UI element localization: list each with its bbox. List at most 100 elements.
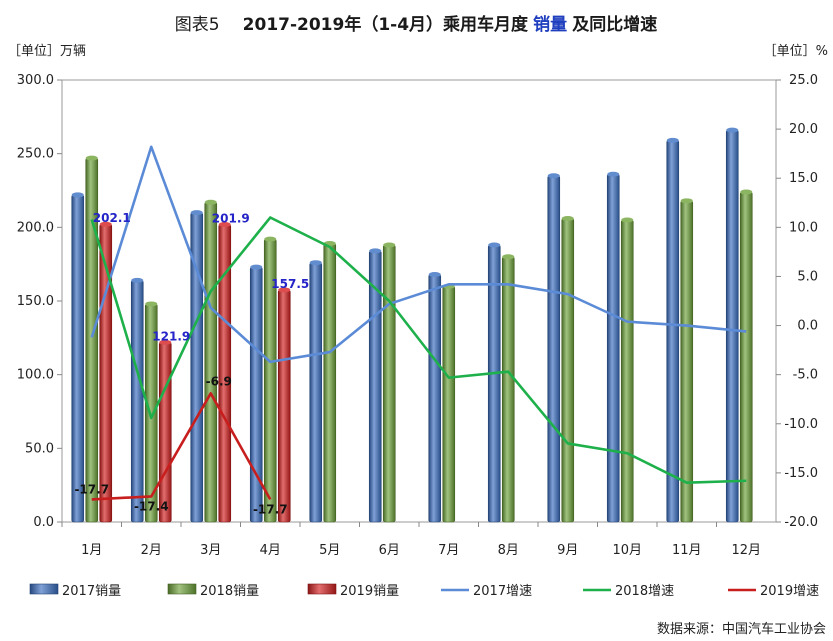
category-label: 5月 <box>319 543 340 558</box>
category-label: 8月 <box>498 543 519 558</box>
left-tick-label: 200.0 <box>17 220 54 235</box>
title-highlight: 销量 <box>533 14 567 35</box>
bar-2017销量 <box>309 262 323 523</box>
bar-cap <box>680 198 693 204</box>
bar-cap <box>369 248 382 254</box>
right-tick-label: 25.0 <box>789 73 818 88</box>
bar-2018销量 <box>323 243 337 523</box>
legend-label: 2019销量 <box>340 584 399 599</box>
bar-cap <box>309 260 322 266</box>
right-tick-label: -5.0 <box>793 368 818 383</box>
legend-swatch <box>29 583 59 595</box>
line-value-label: -17.7 <box>74 482 109 496</box>
bar-2017销量 <box>428 274 442 523</box>
bar-cap <box>488 242 501 248</box>
bar-2018销量 <box>680 200 694 523</box>
legend-label: 2018销量 <box>200 584 259 599</box>
bar-cap <box>561 215 574 221</box>
right-axis-unit: ［单位］% <box>764 44 828 59</box>
bar-2017销量 <box>547 175 561 523</box>
bar-2017销量 <box>71 194 85 523</box>
line-2019增速 <box>91 392 272 501</box>
bar-value-label: 121.9 <box>152 329 190 343</box>
bar-cap <box>740 189 753 195</box>
x-axis: 1月 2月 3月 4月 5月 6月 7月 8月 9月 10月 11月 12月 <box>61 522 761 558</box>
legend-label: 2019增速 <box>760 584 819 599</box>
bar-2018销量 <box>501 256 515 523</box>
category-label: 6月 <box>379 543 400 558</box>
bar-2018销量 <box>382 244 396 523</box>
bar-cap <box>131 277 144 283</box>
category-label: 3月 <box>200 543 221 558</box>
legend: 2017销量 2018销量 2019销量 2017增速 2018增速 2019增速 <box>29 583 819 599</box>
bar-cap <box>159 339 172 345</box>
left-tick-label: 100.0 <box>17 368 54 383</box>
right-tick-label: 5.0 <box>797 269 818 284</box>
bar-cap <box>383 242 396 248</box>
bar-2019销量 <box>158 342 172 523</box>
bar-cap <box>250 264 263 270</box>
bar-value-label: 201.9 <box>212 212 250 226</box>
bar-cap <box>547 173 560 179</box>
category-label: 4月 <box>260 543 281 558</box>
category-label: 11月 <box>672 543 702 558</box>
legend-label: 2017增速 <box>473 584 532 599</box>
bar-cap <box>99 221 112 227</box>
title-prefix: 图表5 <box>175 15 220 35</box>
line-series <box>90 145 747 501</box>
bar-2017销量 <box>725 129 739 523</box>
right-tick-label: -20.0 <box>784 515 818 530</box>
category-label: 9月 <box>557 543 578 558</box>
category-label: 2月 <box>141 543 162 558</box>
bar-cap <box>607 171 620 177</box>
legend-label: 2017销量 <box>62 584 121 599</box>
category-label: 7月 <box>438 543 459 558</box>
title-main: 2017-2019年（1-4月）乘用车月度 <box>243 14 529 35</box>
bar-cap <box>190 210 203 216</box>
legend-label: 2018增速 <box>615 584 674 599</box>
left-tick-label: 50.0 <box>25 441 54 456</box>
legend-swatch <box>307 583 337 595</box>
left-tick-label: 250.0 <box>17 147 54 162</box>
bar-2017销量 <box>606 173 620 523</box>
right-tick-label: 20.0 <box>789 122 818 137</box>
bar-value-label: 202.1 <box>93 211 131 225</box>
bar-2018销量 <box>204 201 218 523</box>
bar-2018销量 <box>739 191 753 523</box>
left-axis: 0.0 50.0 100.0 150.0 200.0 250.0 300.0 <box>17 73 62 530</box>
bar-series <box>71 127 753 523</box>
bar-2017销量 <box>130 280 144 523</box>
bar-cap <box>264 236 277 242</box>
line-value-label: -17.7 <box>253 502 288 516</box>
bar-cap <box>278 287 291 293</box>
category-label: 1月 <box>81 543 102 558</box>
legend-swatch <box>167 583 197 595</box>
line-value-label: -6.9 <box>206 374 232 388</box>
bar-2018销量 <box>561 218 575 523</box>
title-suffix: 及同比增速 <box>572 14 657 35</box>
bar-2017销量 <box>487 244 501 523</box>
source-note: 数据来源：中国汽车工业协会 <box>657 621 826 637</box>
bar-cap <box>85 155 98 161</box>
line-2017增速 <box>90 145 747 364</box>
left-tick-label: 300.0 <box>17 73 54 88</box>
chart-title: 图表5 2017-2019年（1-4月）乘用车月度 销量 及同比增速 <box>175 14 658 35</box>
category-label: 10月 <box>612 543 642 558</box>
bar-cap <box>71 192 84 198</box>
left-tick-label: 0.0 <box>33 515 54 530</box>
left-axis-unit: ［单位］万辆 <box>8 44 86 59</box>
right-axis: -20.0 -15.0 -10.0 -5.0 0.0 5.0 10.0 15.0 20.0 25.… <box>776 73 818 530</box>
bar-cap <box>726 127 739 133</box>
bar-cap <box>204 199 217 205</box>
data-labels: 202.1 121.9 201.9 157.5 -17.7 -17.4 -6.9 -17.7 <box>74 211 309 516</box>
line-value-label: -17.4 <box>134 499 169 513</box>
left-tick-label: 150.0 <box>17 294 54 309</box>
bar-cap <box>621 217 634 223</box>
category-label: 12月 <box>731 543 761 558</box>
bar-cap <box>666 137 679 143</box>
right-tick-label: -15.0 <box>784 466 818 481</box>
bar-2017销量 <box>666 140 680 523</box>
line-2018增速 <box>90 216 747 485</box>
right-tick-label: -10.0 <box>784 417 818 432</box>
